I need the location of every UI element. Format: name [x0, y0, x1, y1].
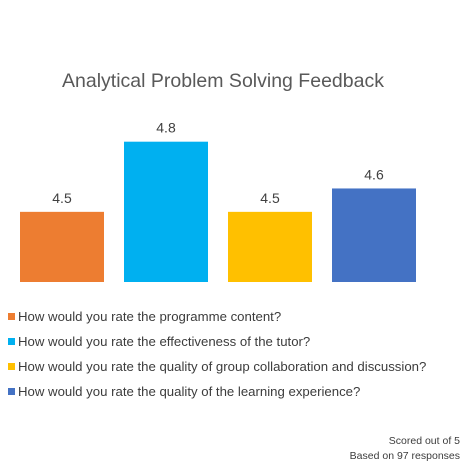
data-label: 4.5 — [260, 190, 280, 206]
legend-label: How would you rate the effectiveness of … — [18, 334, 311, 349]
data-label-group: 4.5 4.8 4.5 4.6 — [52, 120, 384, 206]
footnote: Scored out of 5 Based on 97 responses — [350, 434, 460, 464]
legend: How would you rate the programme content… — [8, 304, 470, 404]
footnote-scale: Scored out of 5 — [388, 435, 460, 447]
legend-item-group-collaboration: How would you rate the quality of group … — [8, 354, 470, 379]
bar-programme-content — [20, 211, 104, 282]
legend-label: How would you rate the programme content… — [18, 309, 282, 324]
data-label: 4.8 — [156, 120, 176, 136]
chart: Analytical Problem Solving Feedback 4.54… — [20, 70, 416, 282]
legend-item-tutor-effectiveness: How would you rate the effectiveness of … — [8, 329, 470, 354]
legend-label: How would you rate the quality of group … — [18, 359, 427, 374]
chart-title: Analytical Problem Solving Feedback — [62, 70, 384, 92]
legend-item-learning-experience: How would you rate the quality of the le… — [8, 379, 470, 404]
bar-learning-experience — [332, 188, 416, 282]
legend-swatch — [8, 313, 15, 320]
legend-swatch — [8, 338, 15, 345]
legend-item-programme-content: How would you rate the programme content… — [8, 304, 470, 329]
footnote-responses: Based on 97 responses — [349, 450, 460, 462]
bar-group-collaboration — [228, 211, 312, 282]
legend-swatch — [8, 363, 15, 370]
legend-swatch — [8, 388, 15, 395]
data-label: 4.6 — [364, 166, 384, 182]
bar-group — [20, 141, 416, 282]
legend-label: How would you rate the quality of the le… — [18, 384, 361, 399]
bar-tutor-effectiveness — [124, 141, 208, 282]
data-label: 4.5 — [52, 190, 72, 206]
